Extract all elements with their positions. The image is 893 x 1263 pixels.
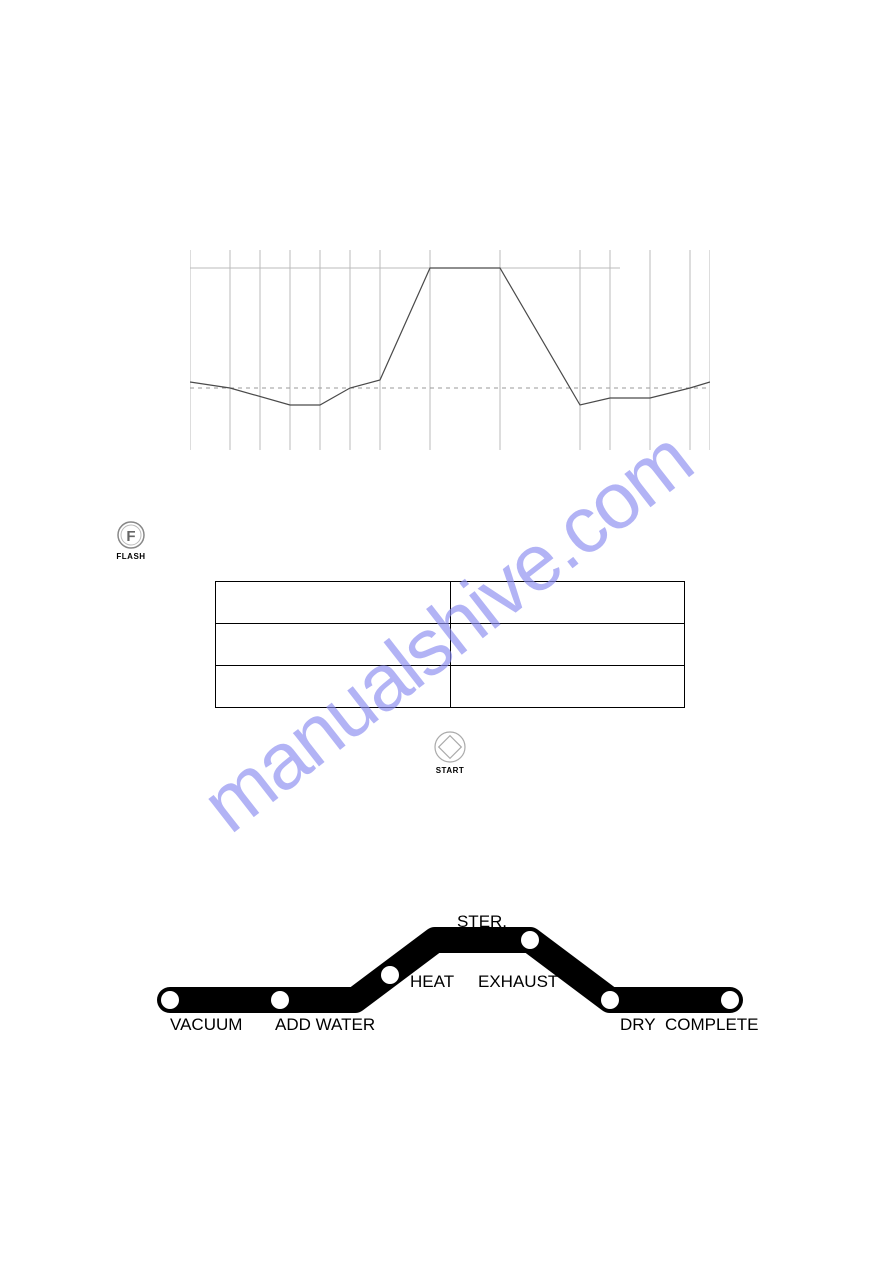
svg-text:ADD WATER: ADD WATER <box>275 1015 375 1034</box>
svg-text:VACUUM: VACUUM <box>170 1015 242 1034</box>
svg-text:STER.: STER. <box>457 912 507 931</box>
document-page: F FLASH START STER. HEAT EXHAUST VACUUM ADD … <box>110 130 790 1045</box>
start-row: START <box>110 730 790 775</box>
svg-text:EXHAUST: EXHAUST <box>478 972 558 991</box>
table-row <box>216 624 685 666</box>
table-row <box>216 582 685 624</box>
flash-label: FLASH <box>110 552 152 561</box>
start-icon: START <box>430 730 470 775</box>
start-label: START <box>430 766 470 775</box>
cycle-phase-diagram: STER. HEAT EXHAUST VACUUM ADD WATER DRY COMPLE… <box>110 895 790 1045</box>
parameter-table <box>215 581 685 708</box>
svg-text:COMPLETE: COMPLETE <box>665 1015 759 1034</box>
svg-text:HEAT: HEAT <box>410 972 454 991</box>
flash-row: F FLASH <box>110 520 790 561</box>
table-row <box>216 666 685 708</box>
svg-text:F: F <box>126 528 135 545</box>
flash-icon: F FLASH <box>110 520 152 561</box>
svg-text:DRY: DRY <box>620 1015 656 1034</box>
cycle-profile-chart <box>190 250 710 450</box>
